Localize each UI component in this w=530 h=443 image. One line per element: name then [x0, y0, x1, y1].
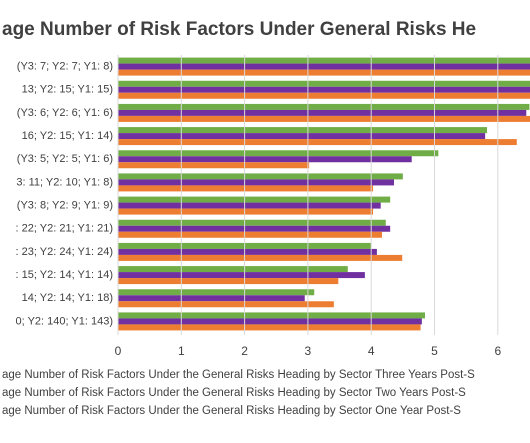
bar — [118, 301, 334, 308]
y-tick-label: 16; Y2: 15; Y1: 14) — [22, 130, 113, 142]
bar — [118, 219, 386, 226]
x-tick-label: 0 — [115, 344, 122, 358]
x-tick-label: 2 — [241, 344, 248, 358]
x-tick-label: 4 — [368, 344, 375, 358]
bar — [118, 86, 530, 93]
y-tick-label: 13; Y2: 15; Y1: 15) — [22, 84, 113, 96]
bar — [118, 139, 517, 146]
y-tick-label: : 15; Y2: 14; Y1: 14) — [16, 269, 113, 281]
bar — [118, 312, 426, 319]
bar — [118, 63, 530, 70]
bar — [118, 278, 339, 285]
x-tick-label: 3 — [305, 344, 312, 358]
bar — [118, 231, 382, 238]
bar — [118, 109, 527, 116]
bar — [118, 324, 421, 331]
legend-label: age Number of Risk Factors Under the Gen… — [2, 369, 475, 381]
y-tick-label: 14; Y2: 14; Y1: 18) — [22, 292, 113, 304]
bar — [118, 80, 530, 87]
bar — [118, 92, 530, 99]
bar — [118, 115, 530, 122]
bar — [118, 57, 530, 64]
bar — [118, 133, 486, 140]
bar — [118, 225, 391, 232]
plot-area — [118, 57, 530, 331]
chart-title: age Number of Risk Factors Under General… — [2, 19, 476, 40]
y-tick-label: 0; Y2: 140; Y1: 143) — [16, 315, 113, 327]
bar — [118, 179, 394, 186]
bar — [118, 266, 348, 273]
bar — [118, 156, 412, 163]
bar — [118, 254, 403, 261]
bar — [118, 196, 391, 203]
bar — [118, 248, 377, 255]
y-tick-label: : 23; Y2: 24; Y1: 24) — [16, 246, 113, 258]
bar — [118, 69, 530, 76]
x-tick-label: 5 — [431, 344, 438, 358]
bar — [118, 208, 374, 215]
bar — [118, 185, 374, 192]
y-tick-label: 3: 11; Y2: 10; Y1: 8) — [16, 176, 113, 188]
y-tick-label: (Y3: 8; Y2: 9; Y1: 9) — [17, 199, 113, 211]
y-tick-label: (Y3: 6; Y2: 6; Y1: 6) — [17, 107, 113, 119]
legend-label: age Number of Risk Factors Under the Gen… — [2, 387, 466, 399]
bar — [118, 173, 403, 180]
bar — [118, 289, 315, 296]
bar — [118, 162, 310, 169]
bar — [118, 318, 422, 325]
x-tick-label: 1 — [178, 344, 185, 358]
bar — [118, 103, 530, 110]
y-tick-label: : 22; Y2: 21; Y1: 21) — [16, 223, 113, 235]
bar — [118, 295, 305, 302]
y-tick-label: (Y3: 7; Y2: 7; Y1: 8) — [17, 60, 113, 72]
bar — [118, 150, 439, 157]
legend-label: age Number of Risk Factors Under the Gen… — [2, 405, 461, 417]
y-tick-label: (Y3: 5; Y2: 5; Y1: 6) — [17, 153, 113, 165]
bar — [118, 202, 381, 209]
x-tick-label: 6 — [494, 344, 501, 358]
bar — [118, 272, 365, 279]
bar — [118, 127, 488, 134]
